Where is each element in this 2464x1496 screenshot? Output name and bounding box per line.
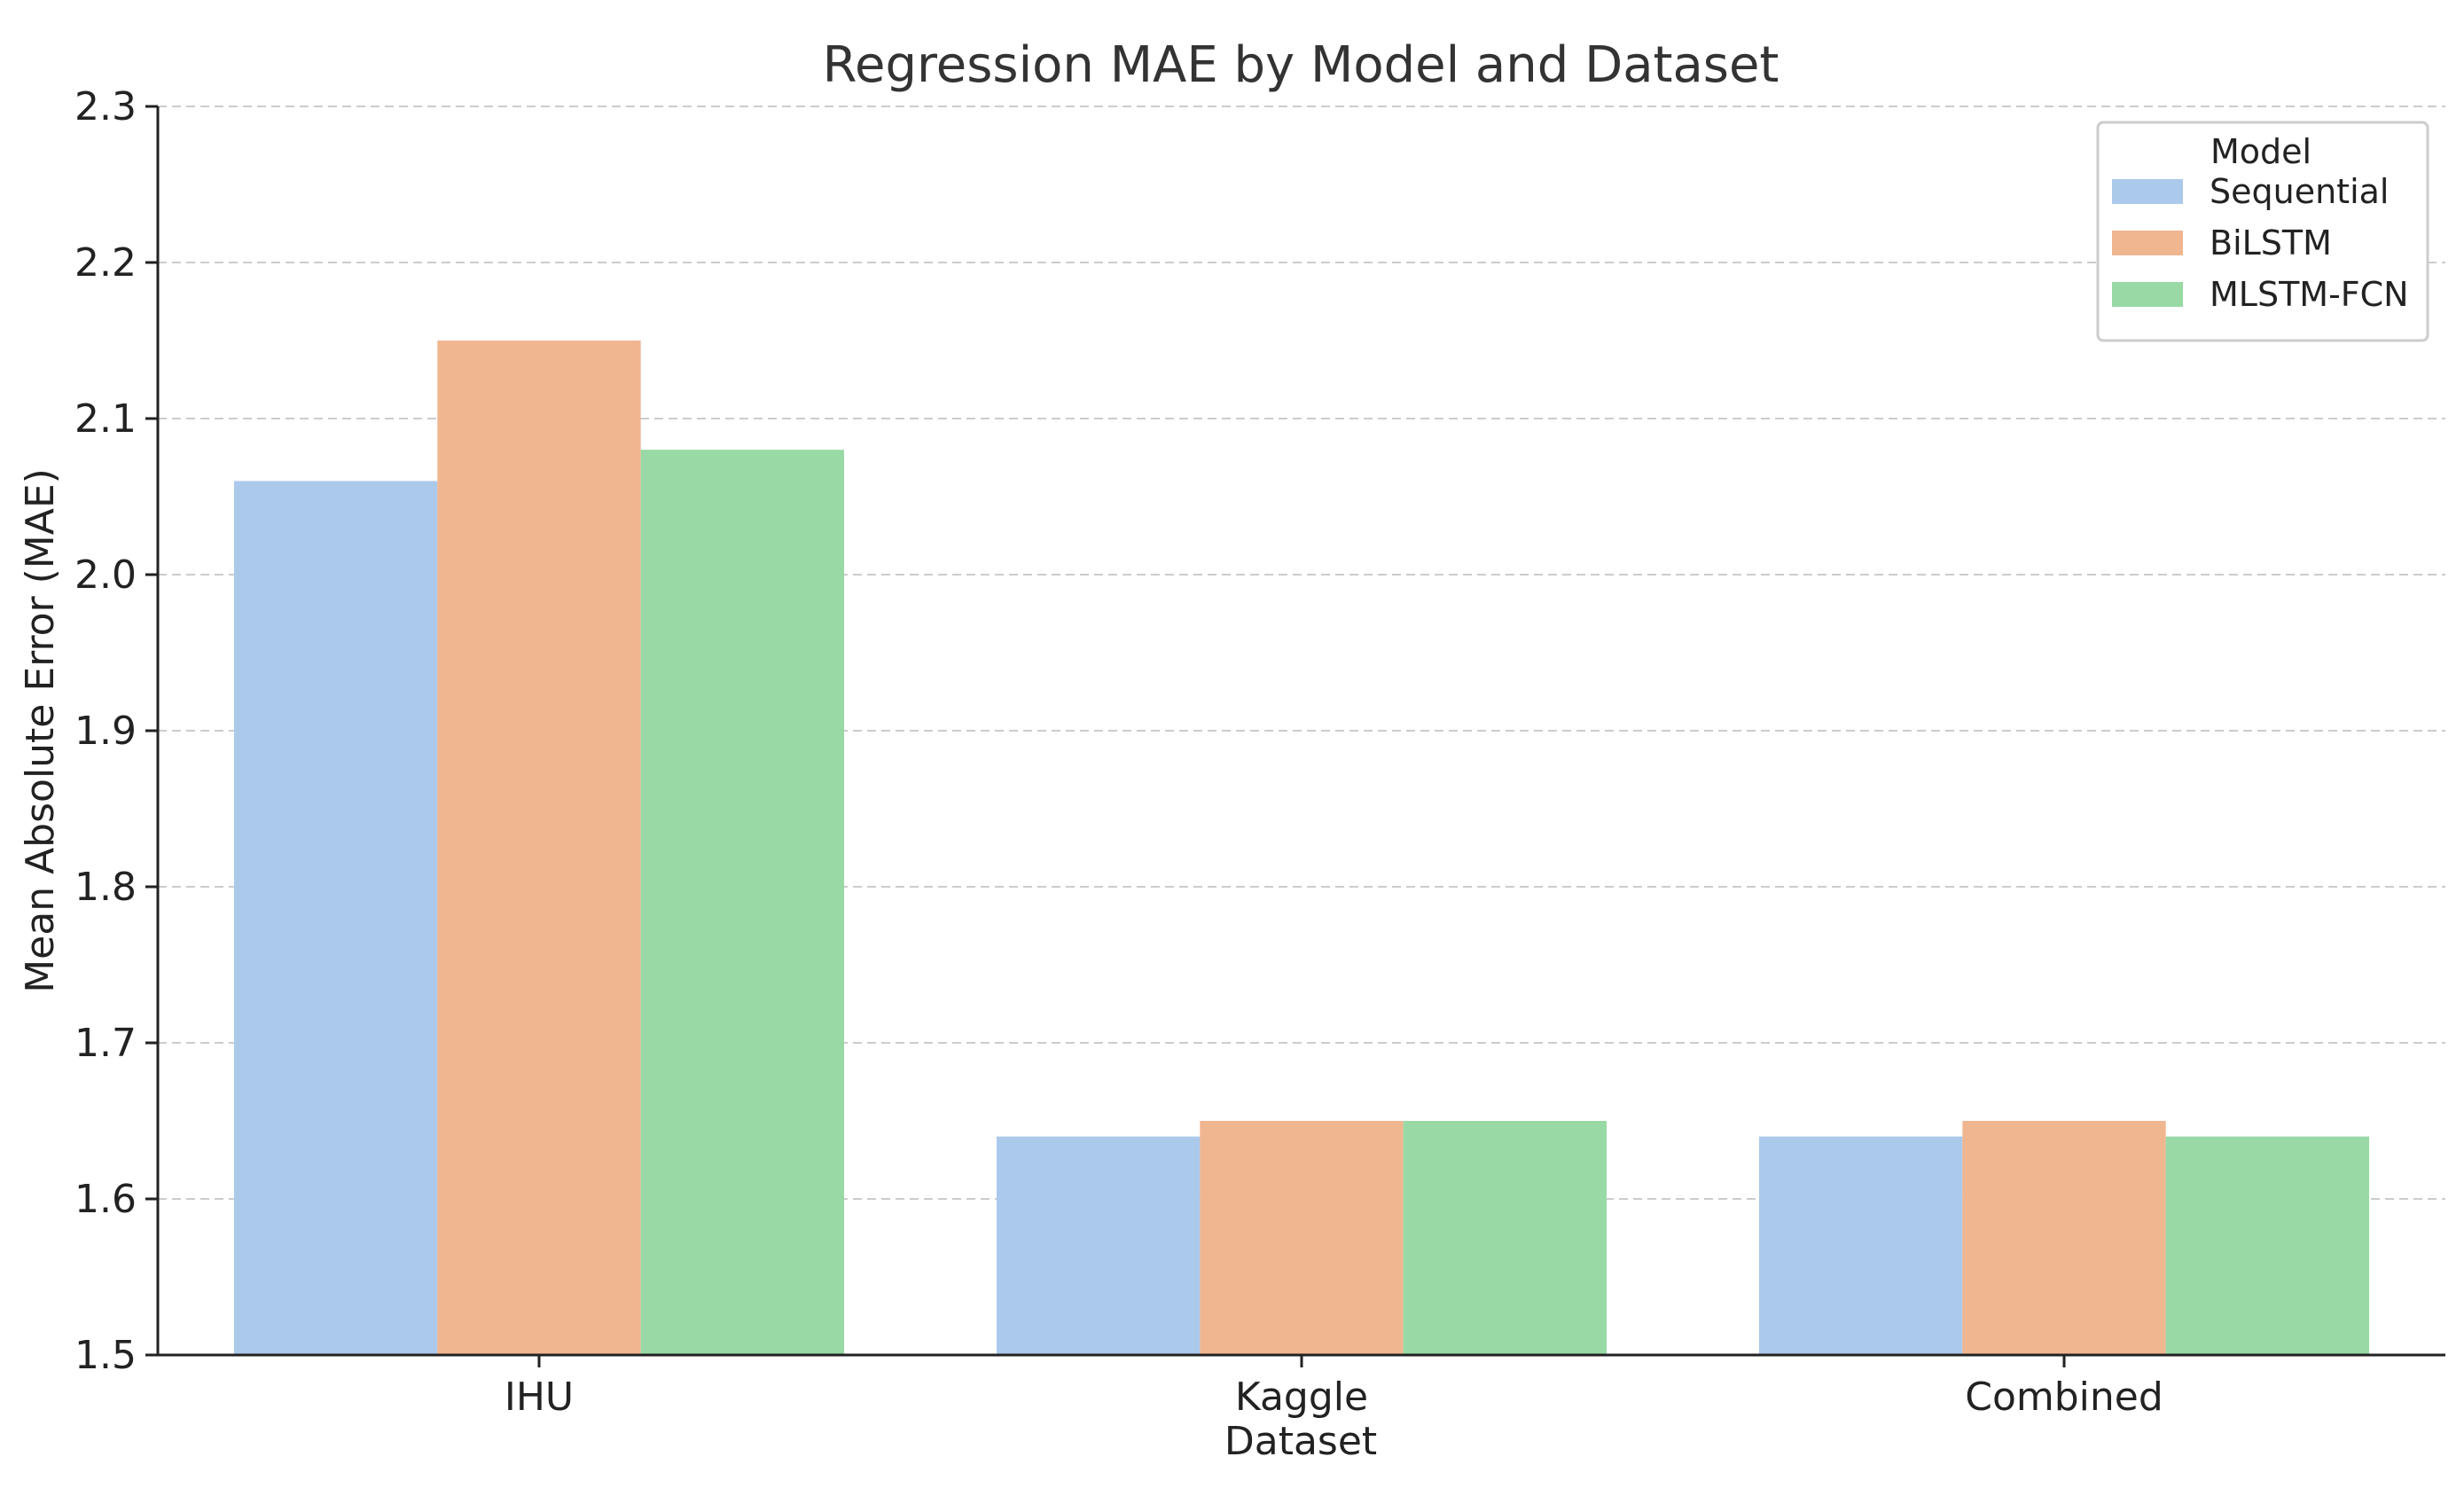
legend-label: BiLSTM xyxy=(2210,223,2332,262)
legend-label: MLSTM-FCN xyxy=(2210,275,2409,314)
legend-title: Model xyxy=(2210,132,2311,171)
y-tick-label: 2.0 xyxy=(74,552,137,598)
y-tick-label: 2.1 xyxy=(74,396,137,442)
bar-bilstm-kaggle xyxy=(1200,1121,1404,1355)
bar-mlstm-fcn-combined xyxy=(2165,1136,2369,1355)
y-tick-label: 1.8 xyxy=(74,865,137,910)
y-tick-label: 1.7 xyxy=(74,1021,137,1066)
x-axis-title: Dataset xyxy=(1224,1419,1377,1464)
y-tick-label: 1.6 xyxy=(74,1177,137,1222)
bar-sequential-kaggle xyxy=(997,1136,1201,1355)
legend-label: Sequential xyxy=(2210,172,2389,211)
y-axis-title: Mean Absolute Error (MAE) xyxy=(18,468,63,993)
x-tick-label: Combined xyxy=(1965,1375,2163,1420)
x-tick-label: IHU xyxy=(505,1375,574,1420)
chart-title: Regression MAE by Model and Dataset xyxy=(823,36,1780,94)
x-axis-ticks: IHU Kaggle Combined xyxy=(505,1355,2163,1420)
y-tick-label: 2.2 xyxy=(74,240,137,286)
y-axis-ticks: 1.5 1.6 1.7 1.8 1.9 2.0 2.1 2.2 2.3 xyxy=(74,84,158,1378)
y-tick-label: 1.5 xyxy=(74,1333,137,1378)
legend-swatch xyxy=(2112,179,2183,204)
legend-swatch xyxy=(2112,282,2183,307)
y-tick-label: 1.9 xyxy=(74,709,137,754)
legend: Model Sequential BiLSTM MLSTM-FCN xyxy=(2096,121,2429,342)
bar-sequential-ihu xyxy=(234,481,438,1355)
bar-bilstm-combined xyxy=(1962,1121,2166,1355)
legend-items: Sequential BiLSTM MLSTM-FCN xyxy=(2112,172,2409,314)
y-tick-label: 2.3 xyxy=(74,84,137,129)
bar-bilstm-ihu xyxy=(437,341,641,1355)
x-tick-label: Kaggle xyxy=(1235,1375,1368,1420)
bar-mlstm-fcn-ihu xyxy=(640,450,844,1355)
bar-sequential-combined xyxy=(1759,1136,1963,1355)
bar-mlstm-fcn-kaggle xyxy=(1403,1121,1607,1355)
bars xyxy=(234,341,2369,1355)
legend-swatch xyxy=(2112,231,2183,255)
